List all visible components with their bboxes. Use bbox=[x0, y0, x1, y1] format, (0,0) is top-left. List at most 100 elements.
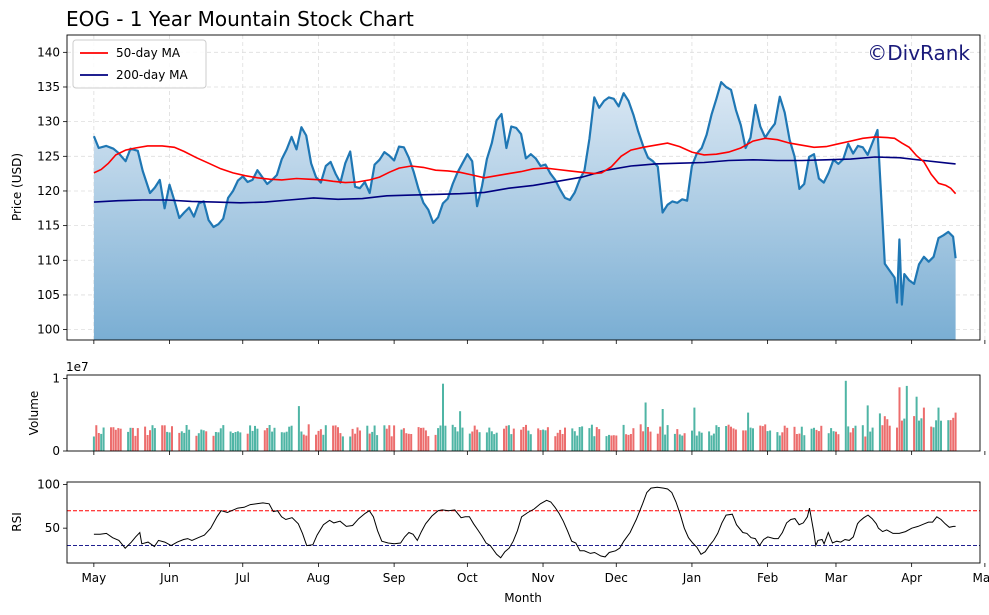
chart-title: EOG - 1 Year Mountain Stock Chart bbox=[66, 7, 414, 31]
volume-bar bbox=[444, 425, 447, 451]
volume-bar bbox=[405, 433, 408, 451]
volume-bar bbox=[556, 432, 559, 451]
volume-bar bbox=[485, 432, 488, 451]
volume-bar bbox=[200, 429, 203, 451]
volume-y-tick-label: 1 bbox=[52, 372, 60, 386]
x-tick-label: May bbox=[81, 571, 106, 585]
price-y-axis-title: Price (USD) bbox=[10, 153, 24, 221]
volume-bar bbox=[144, 426, 147, 451]
volume-bar bbox=[622, 424, 625, 451]
x-axis-ticks: May Jun Jul Aug Sep Oct Nov Dec Jan Feb Mar Apr May bbox=[81, 340, 989, 585]
volume-bar bbox=[708, 431, 711, 451]
volume-bar bbox=[629, 434, 632, 451]
volume-bar bbox=[473, 425, 476, 451]
volume-bar bbox=[803, 435, 806, 451]
rsi-y-tick-label: 100 bbox=[37, 478, 60, 492]
volume-bar bbox=[644, 402, 647, 451]
volume-bar bbox=[356, 427, 359, 451]
volume-bar bbox=[417, 427, 420, 451]
volume-bar bbox=[376, 435, 379, 451]
volume-bar bbox=[146, 435, 149, 451]
price-y-tick-label: 110 bbox=[37, 253, 60, 267]
volume-bar bbox=[639, 424, 642, 451]
volume-bar bbox=[283, 432, 286, 451]
volume-bar bbox=[493, 434, 496, 451]
volume-bar bbox=[554, 436, 557, 451]
volume-bar bbox=[918, 420, 920, 451]
volume-bar bbox=[827, 433, 830, 451]
x-axis-title: Month bbox=[504, 591, 542, 605]
volume-bar bbox=[744, 430, 747, 451]
volume-bar bbox=[949, 420, 952, 451]
volume-bar bbox=[188, 429, 191, 451]
volume-bar bbox=[542, 429, 545, 451]
volume-bar bbox=[324, 425, 327, 451]
volume-bar bbox=[222, 425, 225, 451]
volume-bar bbox=[847, 426, 850, 451]
volume-bar bbox=[339, 433, 342, 451]
volume-exponent-label: 1e7 bbox=[66, 360, 89, 374]
volume-bar bbox=[454, 427, 457, 451]
volume-bar bbox=[659, 426, 662, 451]
volume-bar bbox=[185, 425, 188, 451]
volume-bar bbox=[239, 432, 242, 451]
volume-bar bbox=[734, 429, 737, 451]
volume-bar bbox=[246, 433, 249, 451]
volume-bar bbox=[461, 427, 464, 451]
volume-bar bbox=[114, 429, 117, 451]
volume-bar bbox=[488, 427, 491, 451]
volume-bar bbox=[288, 426, 291, 451]
x-tick-label: Aug bbox=[307, 571, 330, 585]
volume-bar bbox=[256, 428, 259, 451]
volume-bar bbox=[717, 427, 720, 451]
volume-bar bbox=[564, 427, 566, 451]
volume-bar bbox=[478, 432, 481, 451]
volume-bar bbox=[647, 427, 649, 451]
volume-y-ticks: 01 bbox=[52, 372, 67, 458]
volume-bar bbox=[683, 433, 686, 451]
rsi-y-axis-title: RSI bbox=[10, 512, 24, 532]
volume-bar bbox=[92, 436, 95, 451]
volume-bar bbox=[149, 430, 151, 451]
volume-bar bbox=[354, 433, 357, 451]
volume-bar bbox=[232, 433, 234, 451]
volume-bar bbox=[681, 435, 684, 451]
volume-bar bbox=[307, 424, 310, 451]
price-axes-frame bbox=[66, 34, 981, 341]
volume-bar bbox=[861, 425, 864, 451]
volume-bar bbox=[407, 433, 410, 451]
price-y-tick-label: 140 bbox=[37, 45, 60, 59]
volume-bar bbox=[505, 425, 508, 451]
volume-bar bbox=[698, 431, 701, 451]
volume-bar bbox=[900, 420, 903, 451]
x-tick-label: Feb bbox=[757, 571, 778, 585]
volume-bar bbox=[503, 428, 505, 451]
volume-bar bbox=[844, 380, 847, 451]
volume-bar bbox=[334, 425, 337, 451]
volume-bars bbox=[92, 380, 957, 451]
volume-bar bbox=[388, 425, 391, 451]
volume-bar bbox=[952, 417, 955, 451]
volume-bar bbox=[317, 430, 320, 451]
volume-bar bbox=[783, 425, 786, 451]
volume-bar bbox=[332, 425, 335, 451]
volume-bar bbox=[95, 425, 98, 451]
volume-bar bbox=[119, 428, 122, 451]
volume-bar bbox=[290, 425, 293, 451]
price-y-tick-label: 100 bbox=[37, 323, 60, 337]
volume-bar bbox=[664, 434, 667, 451]
volume-bar bbox=[649, 431, 652, 451]
volume-bar bbox=[371, 431, 374, 451]
volume-bar bbox=[730, 426, 732, 451]
volume-bar bbox=[100, 433, 103, 451]
volume-bar bbox=[459, 411, 462, 451]
volume-bar bbox=[251, 430, 254, 451]
volume-bar bbox=[219, 428, 222, 451]
volume-bar bbox=[778, 435, 781, 451]
volume-bar bbox=[410, 434, 413, 451]
volume-bar bbox=[522, 427, 525, 451]
volume-bar bbox=[434, 434, 437, 451]
x-tick-label: Jul bbox=[235, 571, 250, 585]
volume-bar bbox=[800, 426, 803, 451]
